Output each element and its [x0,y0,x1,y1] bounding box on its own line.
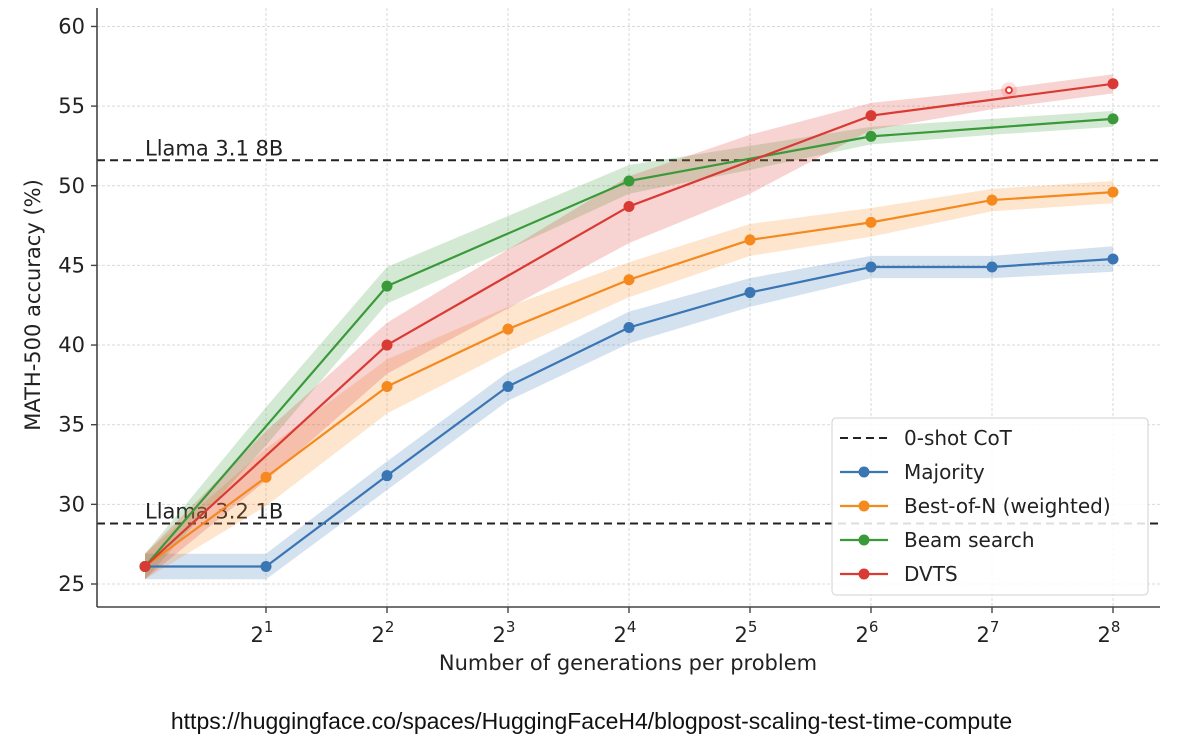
x-ticks: 21 22 23 24 25 26 27 28 [251,607,1121,647]
data-point-majority [381,470,393,482]
y-tick-label: 35 [58,413,85,437]
legend-label-majority: Majority [904,460,985,484]
x-axis-label: Number of generations per problem [439,651,817,675]
x-tick-exponent: 6 [869,618,879,636]
data-point-best-of-n-weighted [986,194,998,206]
x-tick-label: 27 [977,618,1000,647]
x-tick-label: 25 [735,618,758,647]
data-point-best-of-n-weighted [623,274,635,286]
data-point-best-of-n-weighted [865,216,877,228]
y-tick-label: 55 [58,94,85,118]
band-beam-search [145,110,1113,580]
data-point-majority [986,261,998,273]
data-point-best-of-n-weighted [381,380,393,392]
ring-marker [1005,86,1013,95]
legend-label-0-shot-cot: 0-shot CoT [904,426,1013,450]
legend-swatch-marker [858,534,870,546]
x-tick-base: 2 [372,623,385,647]
x-tick-exponent: 3 [506,618,516,636]
x-tick-base: 2 [856,623,869,647]
x-tick-base: 2 [977,623,990,647]
legend-label-dvts: DVTS [904,562,958,586]
data-point-majority [865,261,877,273]
x-tick-label: 23 [493,618,516,647]
data-point-beam-search [623,175,635,187]
x-tick-base: 2 [1098,623,1111,647]
data-point-majority [623,322,635,334]
data-point-beam-search [381,280,393,292]
x-tick-exponent: 5 [748,618,758,636]
data-point-beam-search [1107,113,1119,125]
x-tick-label: 28 [1098,618,1121,647]
x-tick-base: 2 [735,623,748,647]
x-tick-label: 26 [856,618,879,647]
y-tick-label: 60 [58,14,85,38]
confidence-bands [145,74,1113,580]
data-point-dvts [865,110,877,122]
data-point-best-of-n-weighted [260,471,272,483]
y-tick-label: 25 [58,572,85,596]
legend-swatch-marker [858,466,870,478]
y-tick-label: 45 [58,253,85,277]
y-axis-label: MATH-500 accuracy (%) [21,179,45,431]
data-point-dvts [381,339,393,351]
y-tick-label: 50 [58,174,85,198]
y-tick-label: 30 [58,492,85,516]
x-tick-exponent: 2 [385,618,395,636]
x-tick-exponent: 4 [627,618,637,636]
band-majority [145,246,1113,580]
y-ticks: 25 30 35 40 45 50 55 60 [58,14,97,596]
legend-swatch-marker [858,500,870,512]
y-tick-label: 40 [58,333,85,357]
data-point-best-of-n-weighted [502,323,514,335]
x-tick-exponent: 1 [264,618,274,636]
annotations [1000,82,1017,99]
data-point-majority [260,560,272,572]
legend-box [831,417,1149,596]
data-point-majority [1107,253,1119,265]
x-tick-label: 24 [614,618,637,647]
x-tick-label: 22 [372,618,395,647]
data-point-dvts [139,560,151,572]
legend: 0-shot CoT Majority Best-of-N (weighted) Be… [831,417,1149,596]
legend-swatch-marker [858,568,870,580]
data-point-best-of-n-weighted [1107,186,1119,198]
x-tick-base: 2 [493,623,506,647]
data-point-majority [744,286,756,298]
reference-line-label: Llama 3.1 8B [145,136,283,160]
legend-label-beam-search: Beam search [904,528,1035,552]
x-tick-exponent: 8 [1111,618,1121,636]
data-point-beam-search [865,130,877,142]
legend-label-best-of-n-weighted: Best-of-N (weighted) [904,494,1111,518]
data-point-best-of-n-weighted [744,234,756,246]
series-lines [139,78,1119,572]
x-tick-base: 2 [251,623,264,647]
x-tick-exponent: 7 [990,618,1000,636]
x-tick-label: 21 [251,618,274,647]
data-point-dvts [1107,78,1119,90]
data-point-dvts [623,200,635,212]
source-url-caption: https://huggingface.co/spaces/HuggingFac… [170,708,1013,734]
data-point-majority [502,380,514,392]
x-tick-base: 2 [614,623,627,647]
